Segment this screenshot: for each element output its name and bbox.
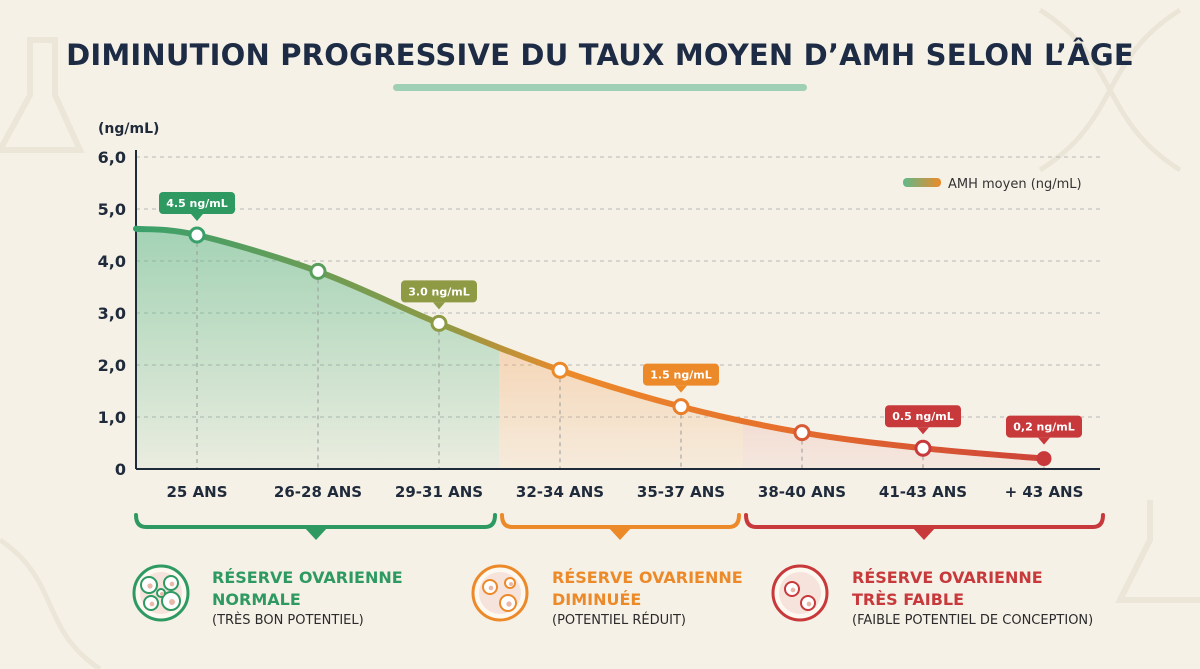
x-tick-label: 26-28 ANS (273, 483, 363, 501)
y-tick-label: 0 (115, 460, 126, 479)
data-label-pointer (675, 385, 687, 393)
x-tick-label: 25 ANS (166, 483, 228, 501)
data-label-text: 1.5 ng/mL (650, 369, 712, 382)
data-label-pointer (1038, 437, 1050, 445)
follicles-few-icon (471, 564, 529, 622)
y-axis-label: (ng/mL) (98, 121, 159, 137)
reserve-very-low-title: RÉSERVE OVARIENNE TRÈS FAIBLE (852, 567, 1062, 611)
bracket-diminished (500, 513, 741, 540)
data-point (914, 439, 932, 457)
bracket-line (744, 513, 1105, 529)
bracket-line (500, 513, 741, 529)
x-tick-label: + 43 ANS (1004, 483, 1084, 501)
follicle-core (506, 601, 512, 607)
follicle-core (147, 583, 153, 589)
data-label: 1.5 ng/mL (643, 363, 719, 393)
x-tick-label: 38-40 ANS (757, 483, 847, 501)
data-label: 3.0 ng/mL (401, 280, 477, 310)
data-label-pointer (433, 302, 445, 310)
bracket-very-low (744, 513, 1105, 540)
follicle-core (806, 601, 812, 607)
reserve-diminished-title: RÉSERVE OVARIENNE DIMINUÉE (552, 567, 762, 611)
data-label: 0.5 ng/mL (885, 405, 961, 435)
y-tick-label: 5,0 (98, 200, 126, 219)
flask-icon-bottom (1115, 500, 1200, 603)
data-label: 0,2 ng/mL (1006, 415, 1082, 445)
data-label-box (159, 192, 235, 214)
x-tick-label: 35-37 ANS (636, 483, 726, 501)
reserve-diminished-title-line1: RÉSERVE OVARIENNE (552, 568, 743, 587)
follicle-core (509, 582, 513, 586)
follicle-core (488, 585, 494, 591)
y-tick-label: 4,0 (98, 252, 126, 271)
data-point (309, 262, 327, 280)
data-point (430, 314, 448, 332)
data-point (672, 398, 690, 416)
data-label: 4.5 ng/mL (159, 192, 235, 221)
data-point (793, 424, 811, 442)
data-point (1036, 451, 1052, 467)
data-point (188, 226, 206, 244)
follicle-core (169, 581, 175, 587)
bracket-pointer (608, 527, 632, 540)
reserve-normal-subtitle: (TRÈS BON POTENTIEL) (212, 613, 364, 628)
follicle-core (149, 601, 155, 607)
data-label-box (885, 405, 961, 428)
reserve-very-low-subtitle: (FAIBLE POTENTIEL DE CONCEPTION) (852, 613, 1094, 628)
x-tick-label: 29-31 ANS (394, 483, 484, 501)
bracket-normal (134, 513, 497, 540)
follicles-rare-icon (771, 564, 829, 622)
follicle-core (160, 592, 164, 596)
bracket-pointer (912, 527, 936, 540)
reserve-normal-title-line2: NORMALE (212, 590, 301, 609)
data-label-text: 0,2 ng/mL (1013, 421, 1075, 434)
dna-icon (1038, 7, 1182, 173)
reserve-diminished-title-line2: DIMINUÉE (552, 590, 642, 609)
bracket-pointer (304, 527, 328, 540)
series-line (133, 225, 1047, 462)
y-tick-label: 1,0 (98, 408, 126, 427)
x-tick-label: 32-34 ANS (515, 483, 605, 501)
follicle-core (790, 587, 796, 593)
y-tick-label: 6,0 (98, 148, 126, 167)
title-underline (393, 84, 807, 91)
legend-swatch (903, 178, 941, 187)
data-label-box (401, 280, 477, 303)
data-label-text: 3.0 ng/mL (408, 285, 470, 298)
y-tick-label: 3,0 (98, 304, 126, 323)
x-tick-label: 41-43 ANS (878, 483, 968, 501)
data-point (551, 361, 569, 379)
y-tick-label: 2,0 (98, 356, 126, 375)
data-label-text: 0.5 ng/mL (892, 410, 954, 423)
data-label-box (643, 363, 719, 386)
legend-label: AMH moyen (ng/mL) (948, 177, 1082, 192)
dna-icon-bottom (0, 537, 102, 669)
area-normal (136, 228, 499, 469)
page-title: DIMINUTION PROGRESSIVE DU TAUX MOYEN D’A… (66, 38, 1134, 72)
reserve-diminished-subtitle: (POTENTIEL RÉDUIT) (552, 613, 687, 628)
data-label-box (1006, 415, 1082, 438)
follicles-many-icon (132, 564, 190, 622)
flask-icon (0, 37, 85, 153)
follicle-core (169, 599, 175, 605)
reserve-normal-title: RÉSERVE OVARIENNE NORMALE (212, 567, 422, 611)
reserve-very-low-title-line1: RÉSERVE OVARIENNE (852, 568, 1043, 587)
reserve-normal-title-line1: RÉSERVE OVARIENNE (212, 568, 403, 587)
bracket-line (134, 513, 497, 529)
reserve-very-low-title-line2: TRÈS FAIBLE (852, 590, 965, 609)
data-label-text: 4.5 ng/mL (166, 197, 228, 210)
data-label-pointer (191, 214, 203, 221)
data-label-pointer (917, 427, 929, 435)
